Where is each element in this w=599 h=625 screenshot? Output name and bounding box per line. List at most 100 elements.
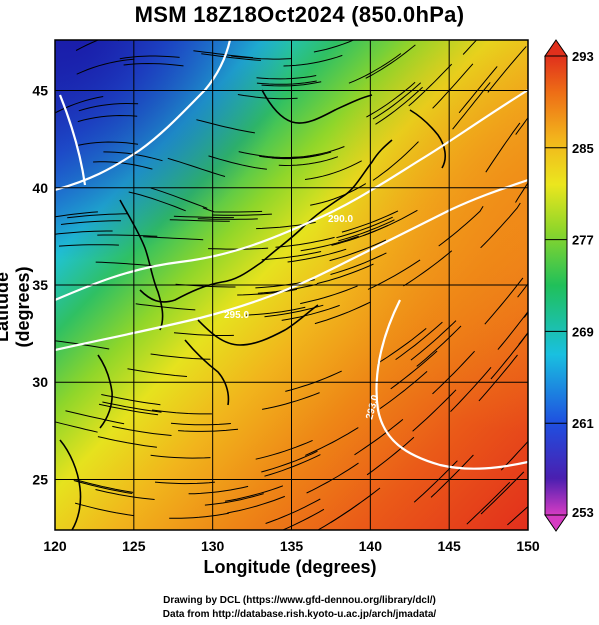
coastlines: [59, 89, 447, 530]
streamline: [366, 81, 416, 118]
x-axis-label: Longitude (degrees): [203, 557, 377, 577]
streamline: [403, 250, 453, 287]
colorbar-top-arrow: [544, 39, 568, 57]
colorbar-tick-label: 253: [572, 505, 594, 520]
x-tick-label: 130: [201, 538, 225, 554]
streamline: [507, 505, 528, 526]
streamline: [265, 498, 321, 524]
streamline: [150, 187, 208, 209]
streamline: [287, 248, 347, 263]
streamline: [101, 394, 161, 406]
colorbar-tick-label: 293: [572, 49, 594, 64]
streamline: [408, 63, 453, 107]
streamline: [432, 63, 474, 109]
streamline: [466, 481, 511, 525]
streamline: [515, 117, 528, 135]
streamline: [450, 366, 492, 412]
streamline: [261, 450, 318, 473]
streamline: [55, 96, 104, 114]
streamline: [193, 50, 254, 59]
map-title: MSM 18Z18Oct2024 (850.0hPa): [134, 2, 465, 27]
streamline: [152, 409, 212, 415]
streamline: [76, 58, 135, 75]
streamline: [227, 495, 285, 514]
y-tick-label: 30: [32, 374, 48, 390]
streamline: [256, 75, 317, 80]
y-tick-label: 35: [32, 277, 48, 293]
streamline: [135, 303, 196, 311]
streamline: [119, 55, 180, 60]
streamline: [283, 54, 343, 67]
streamline: [438, 205, 484, 247]
streamline: [255, 439, 313, 460]
streamline: [432, 350, 475, 395]
streamline: [208, 155, 267, 170]
colorbar: 293 285 277 269 261 253: [544, 39, 594, 532]
streamline: [95, 489, 155, 500]
streamline: [375, 86, 423, 125]
streamline: [201, 53, 261, 61]
streamline: [170, 422, 231, 426]
streamline: [97, 436, 157, 448]
colorbar-tick-label: 261: [572, 416, 594, 431]
streamline: [97, 234, 158, 237]
x-tick-label: 150: [516, 538, 540, 554]
streamline: [362, 209, 418, 237]
streamline: [121, 533, 181, 537]
streamline: [98, 403, 159, 416]
streamline: [73, 480, 133, 494]
streamline: [238, 151, 299, 159]
streamline: [281, 508, 325, 530]
streamline: [167, 157, 226, 177]
streamline: [271, 151, 332, 160]
y-tick-label: 40: [32, 180, 48, 196]
streamline: [330, 252, 387, 275]
streamline: [178, 428, 239, 432]
y-tick-label: 25: [32, 471, 48, 487]
x-tick-label: 120: [43, 538, 67, 554]
streamline: [197, 218, 258, 220]
streamline: [169, 512, 229, 519]
streamline: [314, 301, 371, 325]
streamline: [65, 410, 125, 425]
streamline: [150, 454, 211, 459]
x-tick-label: 140: [359, 538, 383, 554]
streamline: [169, 219, 230, 222]
streamline: [128, 191, 186, 212]
streamline: [211, 213, 272, 216]
streamline: [316, 263, 374, 285]
streamline: [78, 141, 139, 146]
streamline: [173, 332, 234, 336]
streamline: [278, 156, 339, 167]
streamline: [58, 244, 119, 247]
streamline: [395, 321, 443, 361]
colorbar-bottom-arrow: [544, 514, 568, 532]
streamline: [75, 40, 100, 51]
streamlines: [55, 40, 528, 537]
streamline: [379, 371, 428, 410]
streamline: [78, 102, 139, 112]
streamline: [478, 354, 518, 402]
isotherm-contours: [55, 40, 528, 470]
streamline: [224, 485, 284, 502]
streamline: [305, 427, 359, 456]
streamline: [77, 114, 138, 123]
streamline: [196, 119, 255, 134]
streamline: [372, 82, 422, 120]
colorbar-tick-label: 269: [572, 324, 594, 339]
streamline: [310, 183, 367, 206]
streamline: [60, 220, 121, 225]
y-tick-label: 45: [32, 83, 48, 99]
streamline: [245, 306, 306, 316]
streamline: [112, 425, 172, 436]
streamline: [55, 211, 98, 218]
streamline: [515, 181, 528, 203]
streamline: [462, 40, 478, 55]
streamline: [485, 122, 521, 173]
y-tick-labels: 25 30 35 40 45: [32, 83, 48, 488]
streamline: [330, 487, 381, 523]
streamline: [354, 419, 404, 456]
streamline: [150, 353, 211, 360]
streamline: [348, 53, 402, 84]
streamline: [338, 219, 395, 242]
